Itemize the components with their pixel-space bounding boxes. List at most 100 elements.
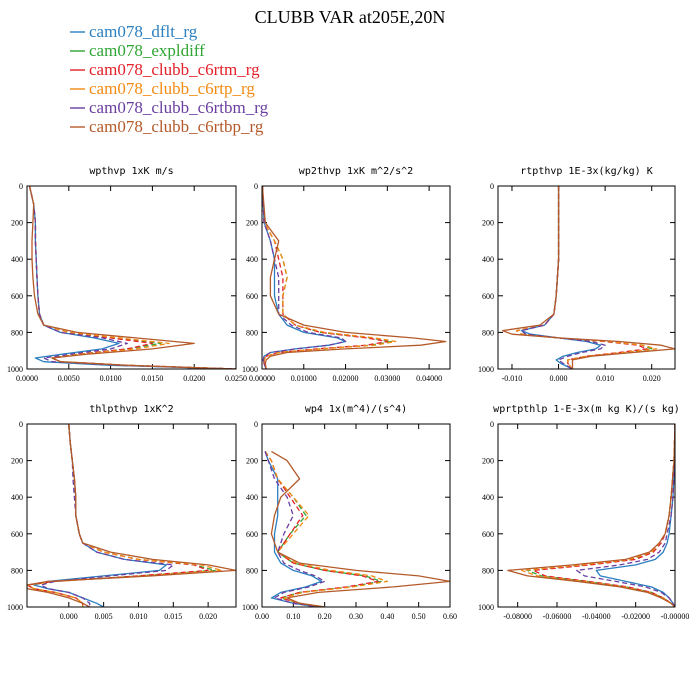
- y-tick-label: 0: [254, 420, 258, 429]
- series-line: [264, 451, 382, 607]
- series-line: [520, 186, 606, 369]
- x-tick-label: 0.020: [199, 612, 217, 621]
- x-tick-label: 0.0250: [225, 374, 247, 383]
- series-line: [28, 186, 236, 369]
- y-tick-label: 600: [482, 292, 494, 301]
- y-tick-label: 1000: [242, 603, 258, 612]
- series-line: [264, 451, 326, 607]
- y-tick-label: 200: [246, 219, 258, 228]
- x-tick-label: 0.0100: [100, 374, 122, 383]
- y-tick-label: 200: [11, 457, 23, 466]
- chart-panel: thlpthvp 1xK^2 0 200 400 600 800 1000 0.000 0.00…: [7, 404, 237, 621]
- series-line: [262, 186, 347, 369]
- x-tick-label: 0.010: [596, 374, 614, 383]
- y-tick-label: 0: [19, 182, 23, 191]
- y-tick-label: 0: [490, 182, 494, 191]
- series-line: [40, 424, 174, 607]
- series-line: [33, 424, 167, 607]
- series-line: [28, 186, 236, 369]
- y-tick-label: 600: [246, 530, 258, 539]
- y-tick-label: 1000: [7, 603, 23, 612]
- x-tick-label: 0.015: [164, 612, 182, 621]
- y-tick-label: 600: [246, 292, 258, 301]
- x-tick-label: 0.04000: [416, 374, 442, 383]
- series-line: [507, 424, 675, 607]
- series-line: [27, 424, 236, 607]
- x-tick-label: 0.02000: [333, 374, 359, 383]
- series-line: [27, 424, 209, 607]
- panel-title: wp4 1x(m^4)/(s^4): [305, 404, 407, 415]
- x-tick-label: 0.0050: [58, 374, 80, 383]
- y-tick-label: 800: [11, 328, 23, 337]
- series-line: [28, 186, 236, 369]
- chart-panel: rtpthvp 1E-3x(kg/kg) K 0 200 400 600 800 1000-…: [478, 166, 676, 383]
- legend-label: cam078_clubb_c6rtbp_rg: [89, 117, 264, 136]
- x-tick-label: -0.010: [502, 374, 523, 383]
- y-tick-label: 400: [11, 493, 23, 502]
- y-tick-label: 600: [482, 530, 494, 539]
- y-tick-label: 0: [490, 420, 494, 429]
- plot-frame: [26, 185, 237, 370]
- panel-title: wp2thvp 1xK m^2/s^2: [299, 166, 413, 177]
- series-line: [27, 424, 216, 607]
- series-line: [264, 451, 388, 607]
- series-group: [264, 450, 450, 607]
- y-tick-label: 400: [482, 493, 494, 502]
- x-tick-label: 0.20: [318, 612, 332, 621]
- plot-frame: [261, 423, 451, 608]
- series-line: [595, 424, 675, 607]
- y-tick-label: 200: [246, 457, 258, 466]
- series-line: [526, 424, 675, 607]
- legend-label: cam078_dflt_rg: [89, 22, 198, 41]
- series-line: [28, 186, 236, 369]
- x-tick-label: 0.40: [380, 612, 394, 621]
- x-tick-label: 0.000: [550, 374, 568, 383]
- series-line: [502, 186, 675, 369]
- series-line: [264, 451, 379, 607]
- y-tick-label: 800: [11, 566, 23, 575]
- x-tick-label: 0.010: [129, 612, 147, 621]
- chart-title: CLUBB VAR at205E,20N: [255, 7, 446, 27]
- x-tick-label: -0.00000: [661, 612, 690, 621]
- y-tick-label: 800: [246, 566, 258, 575]
- y-tick-label: 1000: [478, 603, 494, 612]
- x-tick-label: -0.08000: [503, 612, 532, 621]
- x-tick-label: -0.06000: [543, 612, 572, 621]
- x-tick-label: 0.60: [443, 612, 457, 621]
- series-line: [262, 186, 347, 369]
- x-tick-label: 0.0150: [141, 374, 163, 383]
- panel-title: wprtpthlp 1-E-3x(m kg K)/(s kg): [493, 404, 680, 415]
- y-tick-label: 800: [246, 328, 258, 337]
- panel-title: rtpthvp 1E-3x(kg/kg) K: [520, 166, 652, 177]
- panel-title: thlpthvp 1xK^2: [89, 404, 173, 415]
- legend-label: cam078_clubb_c6rtp_rg: [89, 79, 255, 98]
- y-tick-label: 200: [11, 219, 23, 228]
- x-tick-label: 0.30: [349, 612, 363, 621]
- y-tick-label: 1000: [242, 365, 258, 374]
- series-line: [262, 186, 388, 369]
- x-tick-label: 0.03000: [374, 374, 400, 383]
- x-tick-label: 0.10: [286, 612, 300, 621]
- series-group: [262, 186, 447, 369]
- series-group: [27, 424, 236, 607]
- y-tick-label: 1000: [7, 365, 23, 374]
- series-line: [576, 424, 675, 607]
- series-line: [262, 186, 393, 369]
- series-line: [270, 450, 450, 607]
- y-tick-label: 400: [482, 255, 494, 264]
- y-tick-label: 0: [19, 420, 23, 429]
- legend: cam078_dflt_rgcam078_expldiffcam078_club…: [70, 22, 269, 136]
- legend-label: cam078_expldiff: [89, 41, 205, 60]
- legend-label: cam078_clubb_c6rtm_rg: [89, 60, 260, 79]
- y-tick-label: 400: [246, 493, 258, 502]
- x-tick-label: 0.01000: [291, 374, 317, 383]
- y-tick-label: 0: [254, 182, 258, 191]
- x-tick-label: 0.020: [643, 374, 661, 383]
- series-line: [27, 424, 223, 607]
- series-group: [28, 186, 236, 369]
- plot-frame: [497, 423, 676, 608]
- series-line: [520, 424, 675, 607]
